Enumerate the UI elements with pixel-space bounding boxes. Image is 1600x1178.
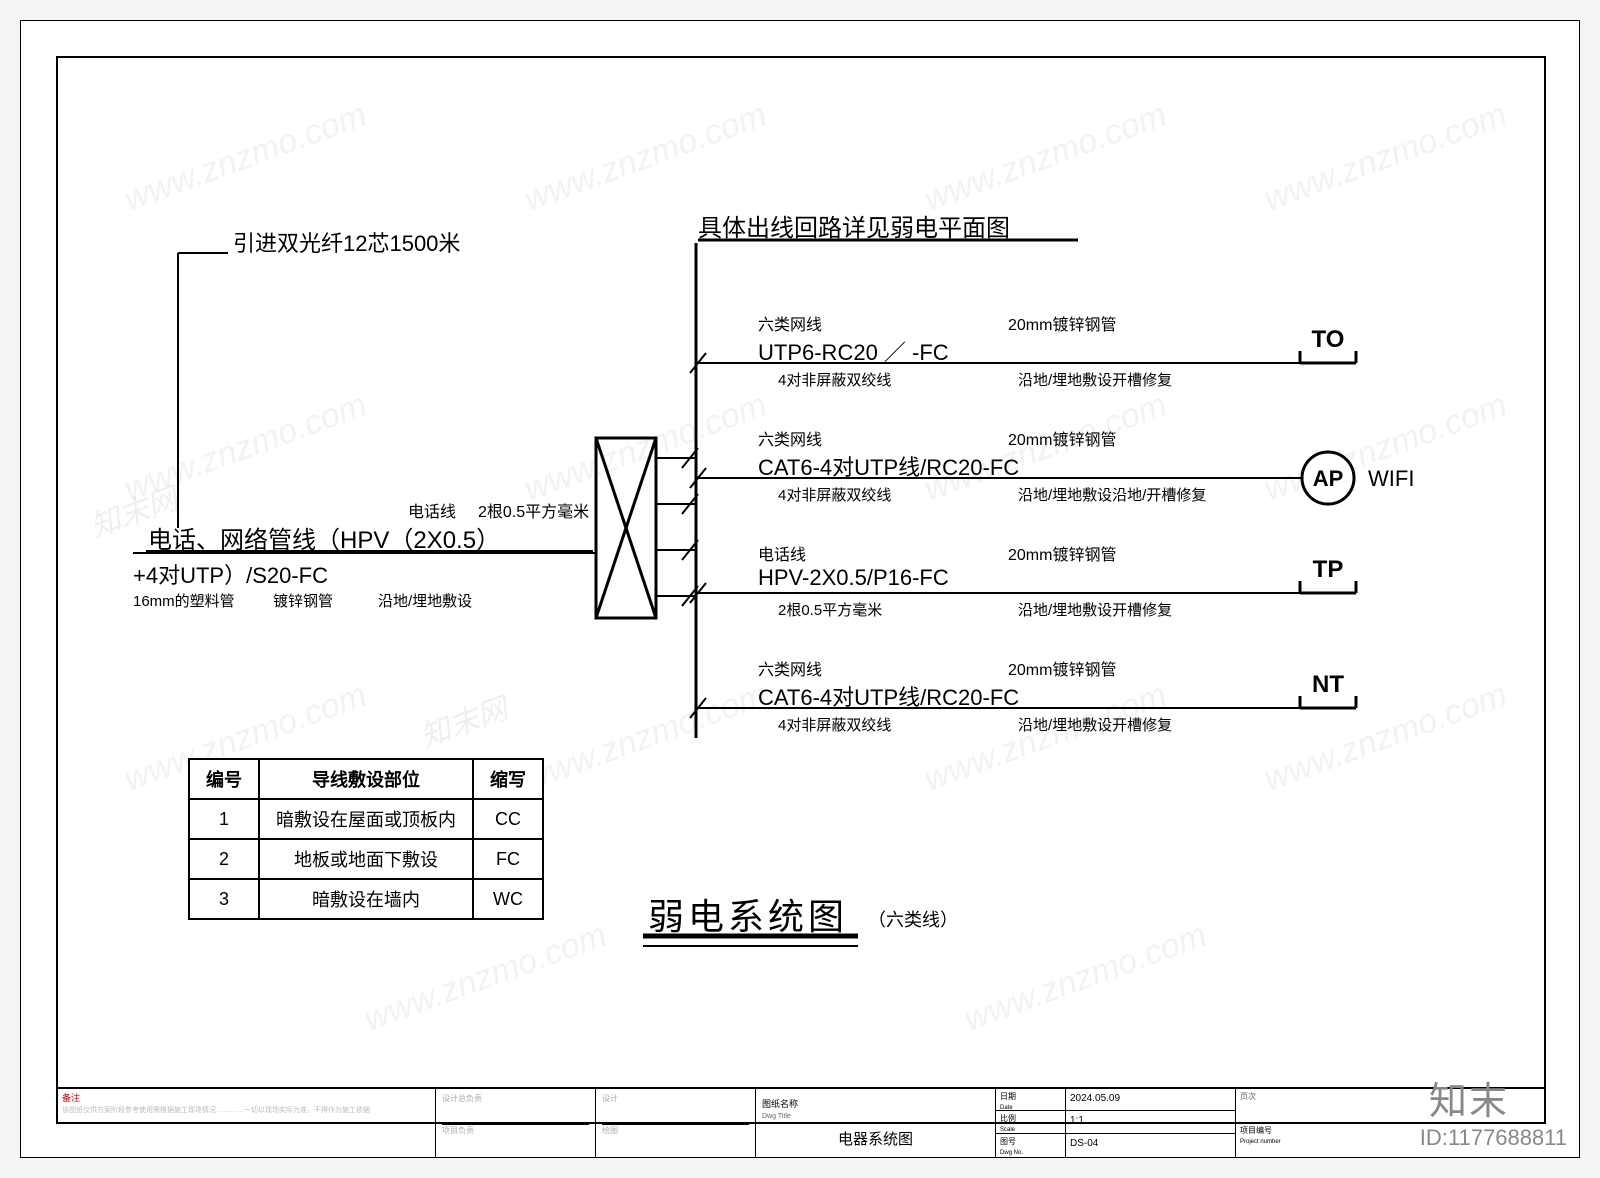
svg-text:NT: NT: [1312, 671, 1344, 698]
watermark: www.znzmo.com: [519, 676, 772, 800]
tb-sig-1: 设计总负责 项目负责: [436, 1089, 596, 1157]
branch-label: 沿地/埋地敷设开槽修复: [1018, 714, 1172, 735]
tb-dwgno: DS-04: [1066, 1134, 1235, 1157]
watermark: www.znzmo.com: [519, 386, 772, 510]
tb-scale: 1:1: [1066, 1111, 1235, 1132]
drawing-page: www.znzmo.com www.znzmo.com www.znzmo.co…: [20, 20, 1580, 1158]
drawing-title-main: 弱电系统图: [648, 888, 848, 940]
branch-label: 20mm镀锌钢管: [1008, 426, 1116, 450]
drawing-title-sub: （六类线）: [868, 906, 958, 932]
legend-table: 编号导线敷设部位缩写 1暗敷设在屋面或顶板内CC2地板或地面下敷设FC3暗敷设在…: [188, 758, 544, 920]
branch-label: 沿地/埋地敷设沿地/开槽修复: [1018, 484, 1206, 505]
legend-cell: 暗敷设在屋面或顶板内: [259, 799, 473, 839]
watermark: www.znzmo.com: [959, 916, 1212, 1040]
legend-cell: 2: [189, 839, 259, 879]
watermark: www.znzmo.com: [1259, 96, 1512, 220]
branch-label: 20mm镀锌钢管: [1008, 541, 1116, 565]
watermark: www.znzmo.com: [359, 916, 612, 1040]
branch-label: 4对非屏蔽双绞线: [778, 369, 891, 390]
legend-cell: WC: [473, 879, 543, 919]
watermark: www.znzmo.com: [119, 386, 372, 510]
branch-label: 4对非屏蔽双绞线: [778, 484, 891, 505]
left-note-1: 16mm的塑料管: [133, 590, 235, 611]
branch-label: UTP6-RC20 ／ -FC: [758, 335, 949, 367]
branch-label: 20mm镀锌钢管: [1008, 311, 1116, 335]
watermark: www.znzmo.com: [119, 96, 372, 220]
branch-label: 电话线: [758, 541, 806, 565]
overlay-id: ID:1177688811: [1420, 1125, 1567, 1151]
tb-meta: 日期Date 2024.05.09 比例Scale 1:1 图号Dwg No. …: [996, 1089, 1236, 1157]
watermark-brand: 知末网: [413, 684, 513, 756]
tb-note: 备注 该图纸仅供方案阶段参考使用需根据施工现场情况…………一切以现场实际为准，不…: [56, 1089, 436, 1157]
branch-label: 4对非屏蔽双绞线: [778, 714, 891, 735]
overlay-brand-logo: 知末: [1429, 1070, 1509, 1125]
fiber-label: 引进双光纤12芯1500米: [233, 226, 460, 258]
tb-drawing-name-value: 电器系统图: [762, 1128, 989, 1149]
legend-cell: CC: [473, 799, 543, 839]
svg-text:AP: AP: [1313, 466, 1344, 491]
legend-header: 编号: [189, 759, 259, 799]
branch-label: CAT6-4对UTP线/RC20-FC: [758, 450, 1019, 482]
watermark: www.znzmo.com: [919, 96, 1172, 220]
watermark: www.znzmo.com: [519, 96, 772, 220]
branch-label: 沿地/埋地敷设开槽修复: [1018, 369, 1172, 390]
left-sub-line: +4对UTP）/S20-FC: [133, 558, 328, 590]
branch-label: HPV-2X0.5/P16-FC: [758, 565, 949, 591]
legend-header: 缩写: [473, 759, 543, 799]
legend-cell: 3: [189, 879, 259, 919]
legend-cell: 暗敷设在墙内: [259, 879, 473, 919]
legend-cell: 地板或地面下敷设: [259, 839, 473, 879]
branch-label: WIFI: [1368, 466, 1414, 492]
legend-row: 2地板或地面下敷设FC: [189, 839, 543, 879]
branch-label: 2根0.5平方毫米: [778, 599, 882, 620]
watermark: www.znzmo.com: [1259, 676, 1512, 800]
left-main-line: 电话、网络管线（HPV（2X0.5）: [148, 520, 500, 555]
tb-drawing-name: 图纸名称Dwg Title 电器系统图: [756, 1089, 996, 1157]
tb-sig-2: 设计 绘图: [596, 1089, 756, 1157]
branch-label: 六类网线: [758, 656, 822, 680]
branch-label: 六类网线: [758, 426, 822, 450]
legend-row: 3暗敷设在墙内WC: [189, 879, 543, 919]
branch-label: 六类网线: [758, 311, 822, 335]
tb-note-body: 该图纸仅供方案阶段参考使用需根据施工现场情况…………一切以现场实际为准，不得作为…: [62, 1106, 429, 1115]
left-note-3: 沿地/埋地敷设: [378, 590, 472, 611]
left-note-2: 镀锌钢管: [273, 590, 333, 611]
legend-header: 导线敷设部位: [259, 759, 473, 799]
branch-label: 20mm镀锌钢管: [1008, 656, 1116, 680]
svg-text:TP: TP: [1313, 556, 1344, 583]
left-top-label-2: 2根0.5平方毫米: [478, 498, 589, 522]
legend-row: 1暗敷设在屋面或顶板内CC: [189, 799, 543, 839]
header-note: 具体出线回路详见弱电平面图: [698, 208, 1010, 243]
branch-label: CAT6-4对UTP线/RC20-FC: [758, 680, 1019, 712]
legend-cell: 1: [189, 799, 259, 839]
legend-cell: FC: [473, 839, 543, 879]
title-block: 备注 该图纸仅供方案阶段参考使用需根据施工现场情况…………一切以现场实际为准，不…: [56, 1087, 1546, 1157]
tb-note-label: 备注: [62, 1093, 80, 1103]
branch-label: 沿地/埋地敷设开槽修复: [1018, 599, 1172, 620]
tb-date: 2024.05.09: [1066, 1089, 1235, 1110]
drawing-frame: www.znzmo.com www.znzmo.com www.znzmo.co…: [56, 56, 1546, 1124]
svg-text:TO: TO: [1312, 326, 1345, 353]
left-top-label-1: 电话线: [408, 498, 456, 522]
